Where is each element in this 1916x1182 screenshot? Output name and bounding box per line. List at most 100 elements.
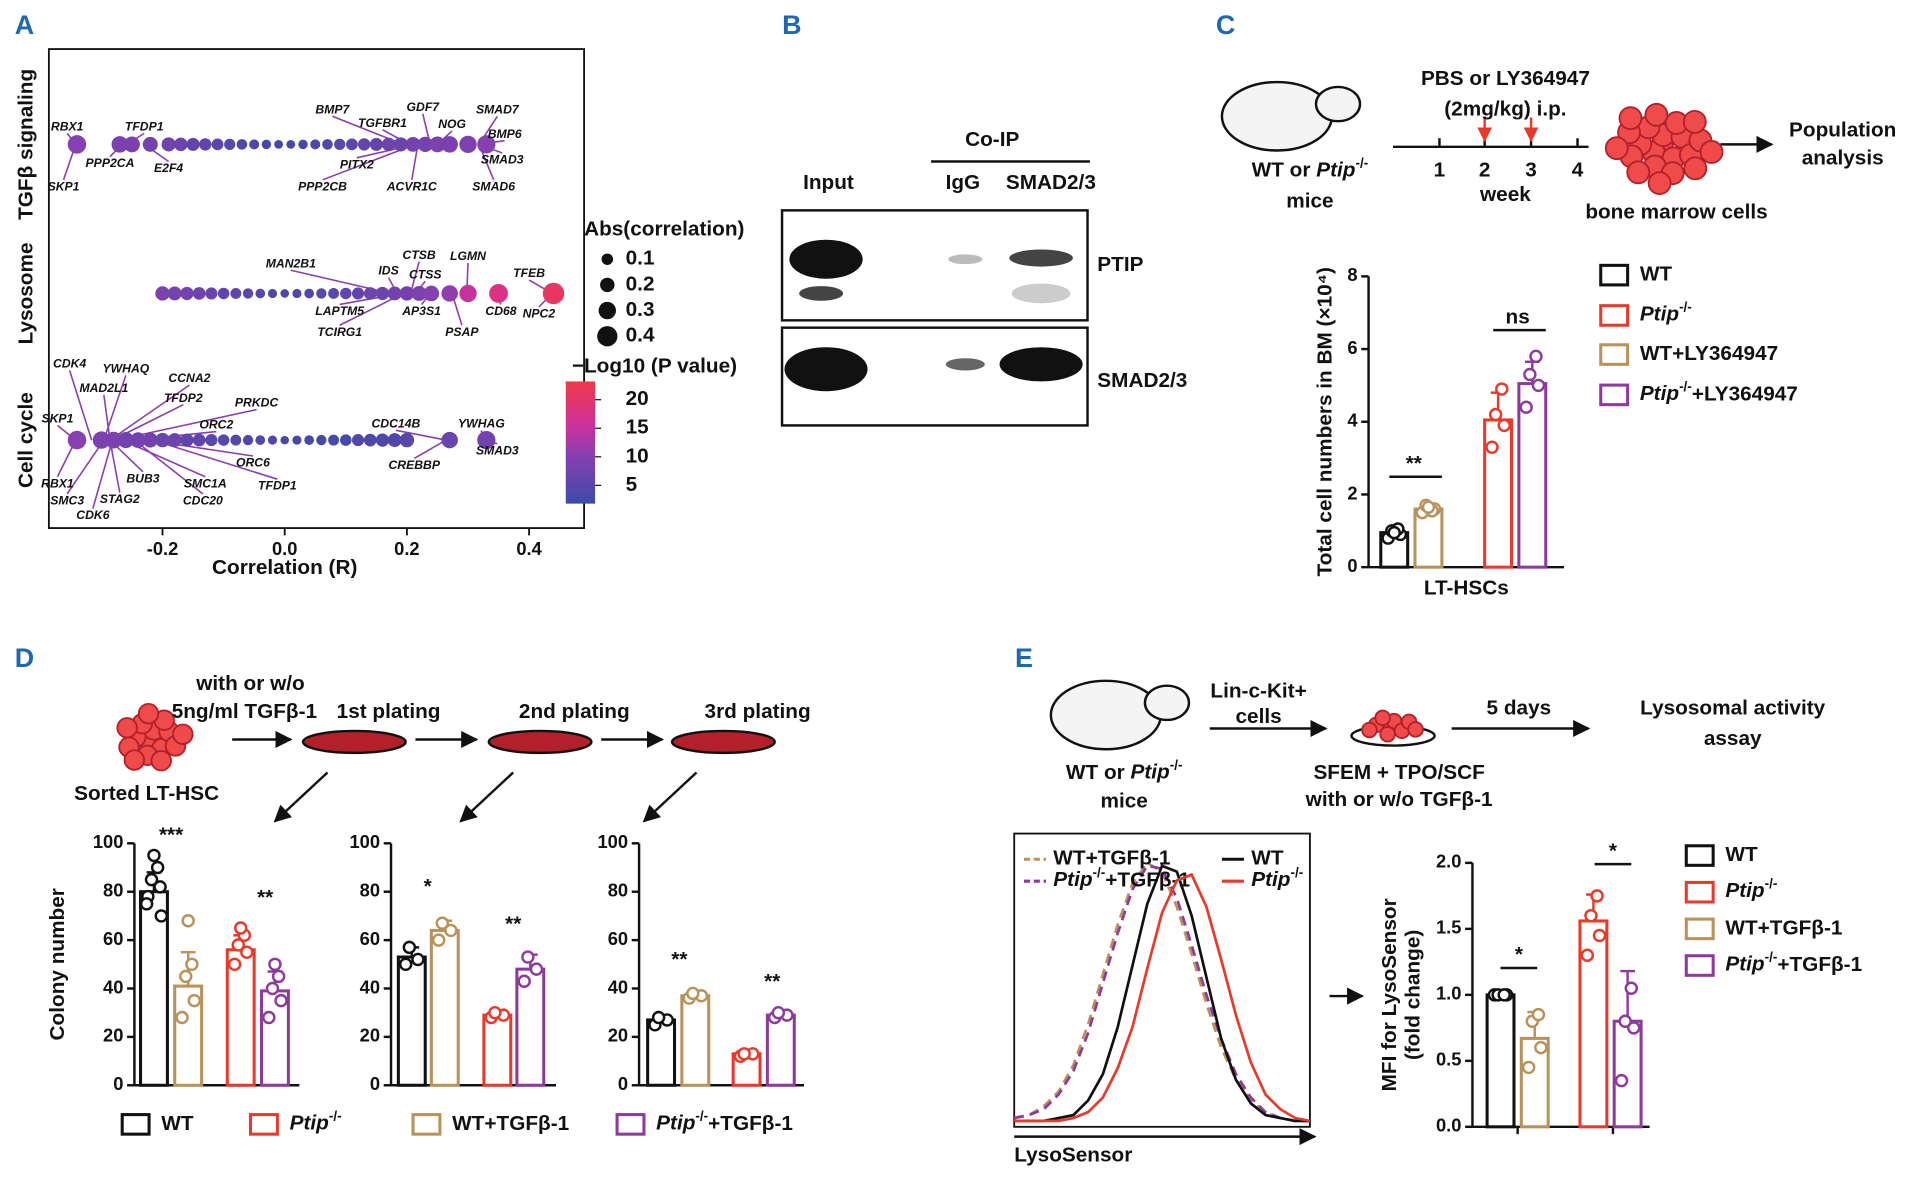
gene-label: PRKDC	[235, 396, 279, 410]
data-point	[1592, 928, 1607, 943]
data-point	[181, 914, 195, 928]
dot	[142, 136, 158, 152]
legend-label: WT+TGFβ-1	[1053, 847, 1170, 870]
significance: **	[764, 970, 781, 993]
row-label: Lysosome	[14, 242, 37, 344]
cell	[172, 723, 194, 745]
dot	[105, 431, 123, 449]
dot	[255, 435, 266, 445]
dot	[387, 286, 402, 301]
legend-label: WT	[1640, 263, 1673, 286]
data-point	[737, 1047, 751, 1061]
data-point	[144, 872, 159, 887]
data-point	[1497, 418, 1511, 433]
scheme-text: mice	[1286, 189, 1333, 212]
y-tick-label: 0	[618, 1073, 628, 1094]
y-tick-label: 20	[608, 1025, 628, 1046]
band	[784, 347, 868, 392]
cell	[1683, 156, 1708, 181]
data-point	[268, 957, 282, 972]
scheme-text: mice	[1101, 789, 1148, 812]
dot	[292, 435, 302, 445]
panel-letter: B	[782, 10, 801, 40]
dot	[242, 288, 254, 299]
y-tick-label: 100	[598, 831, 629, 852]
dot	[375, 433, 390, 447]
scheme-text: Lin-c-Kit+	[1210, 679, 1306, 702]
gene-label: NPC2	[523, 306, 556, 320]
bar	[1612, 1019, 1643, 1129]
gene-label: CDC14B	[371, 416, 420, 430]
data-point	[227, 957, 242, 972]
size-legend-dot	[601, 253, 614, 265]
legend-label: WT+TGFβ-1	[452, 1112, 569, 1135]
cell	[1407, 721, 1424, 738]
color-tick-label: 10	[626, 444, 649, 467]
dot	[217, 287, 230, 300]
dot	[351, 434, 365, 447]
gene-label: PPP2CB	[298, 179, 347, 193]
scheme-text: Population	[1789, 118, 1896, 141]
x-tick-label: LT-HSCs	[1424, 577, 1509, 600]
y-tick-label: 80	[360, 880, 380, 901]
data-point	[147, 848, 161, 863]
dot	[224, 138, 236, 150]
legend-swatch	[1684, 917, 1715, 941]
legend-label: WT	[1725, 843, 1758, 866]
dot	[423, 285, 440, 302]
dot	[316, 434, 327, 446]
dot	[180, 433, 194, 447]
data-point	[274, 993, 288, 1008]
dot	[542, 282, 565, 305]
dot	[180, 286, 194, 301]
dot	[230, 434, 242, 446]
y-tick-label: 0	[370, 1073, 380, 1094]
dot	[217, 434, 230, 446]
legend-label: WT+LY364947	[1640, 342, 1778, 365]
gene-label: SMC1A	[184, 476, 227, 490]
plot-frame	[1013, 832, 1311, 1128]
gene-label: LAPTM5	[315, 304, 364, 318]
density-line	[1014, 872, 1311, 1123]
dot	[357, 138, 371, 151]
data-point	[1421, 500, 1436, 514]
gene-label: PSAP	[445, 325, 479, 339]
significance: ***	[159, 823, 184, 846]
dot	[375, 286, 390, 301]
dot	[477, 430, 496, 450]
legend-swatch	[411, 1113, 442, 1136]
mouse-icon	[1314, 85, 1362, 123]
gene-label: YWHAG	[458, 416, 505, 430]
panel-letter: E	[1015, 643, 1033, 673]
legend-title: Abs(correlation)	[584, 217, 744, 240]
dot	[67, 135, 87, 154]
bar	[1485, 993, 1516, 1129]
lane-label: IgG	[946, 171, 981, 194]
gene-label: SMAD3	[476, 443, 519, 457]
data-point	[150, 860, 165, 875]
significance: *	[1515, 943, 1524, 966]
dot	[174, 137, 188, 152]
data-point	[529, 962, 544, 976]
dot	[124, 136, 140, 153]
dot	[111, 136, 128, 153]
dot	[292, 288, 302, 299]
mouse-icon	[1143, 684, 1191, 722]
schemes	[232, 80, 1774, 1005]
row-label: TGFβ signaling	[14, 69, 37, 220]
significance: **	[671, 948, 688, 971]
legend-swatch	[1684, 954, 1715, 977]
arrow	[273, 771, 329, 823]
gene-label: CTSB	[403, 248, 436, 262]
dot	[167, 433, 182, 448]
gene-leader	[66, 439, 105, 495]
gene-label: SKP1	[41, 412, 73, 426]
data-point	[1534, 1040, 1548, 1055]
panel-letter: C	[1216, 10, 1235, 40]
data-point	[771, 1005, 786, 1020]
significance: **	[1406, 452, 1423, 475]
data-point	[1624, 981, 1639, 995]
y-tick-label: 2	[1347, 482, 1357, 503]
gene-label: STAG2	[100, 492, 140, 506]
dot	[340, 434, 352, 446]
